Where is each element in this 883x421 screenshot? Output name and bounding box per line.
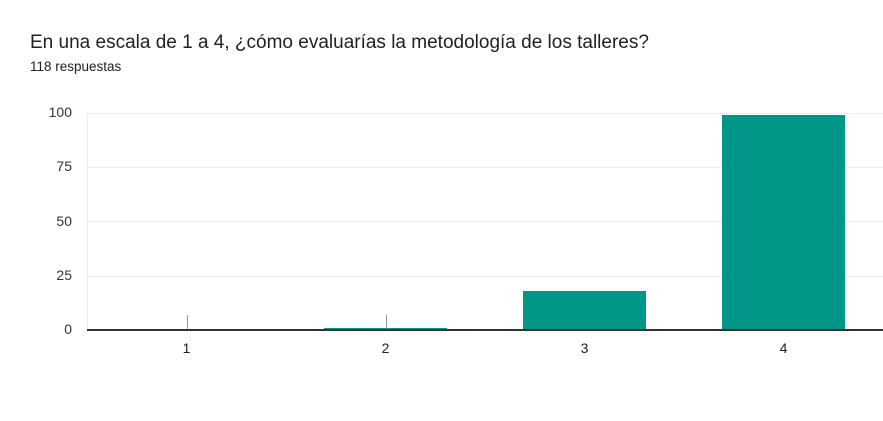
gridline-25 [87, 276, 883, 277]
gridline-75 [87, 167, 883, 168]
chart-title: En una escala de 1 a 4, ¿cómo evaluarías… [30, 32, 649, 53]
bar-marker-2 [385, 315, 387, 330]
gridline-50 [87, 221, 883, 222]
y-tick-50: 50 [56, 213, 72, 229]
x-tick-4: 4 [779, 340, 788, 356]
bar-marker-1 [186, 315, 188, 330]
y-tick-0: 0 [64, 321, 72, 337]
y-tick-25: 25 [56, 267, 72, 283]
x-tick-3: 3 [580, 340, 589, 356]
x-tick-1: 1 [182, 340, 191, 356]
y-tick-100: 100 [48, 104, 72, 120]
x-tick-2: 2 [381, 340, 390, 356]
bar-3[interactable] [523, 291, 646, 330]
gridline-100 [87, 113, 883, 114]
y-axis-line [87, 113, 88, 330]
plot-area [87, 113, 883, 331]
y-tick-75: 75 [56, 158, 72, 174]
response-count: 118 respuestas [30, 59, 122, 74]
bar-4[interactable] [722, 115, 845, 330]
x-axis-line [87, 329, 883, 331]
